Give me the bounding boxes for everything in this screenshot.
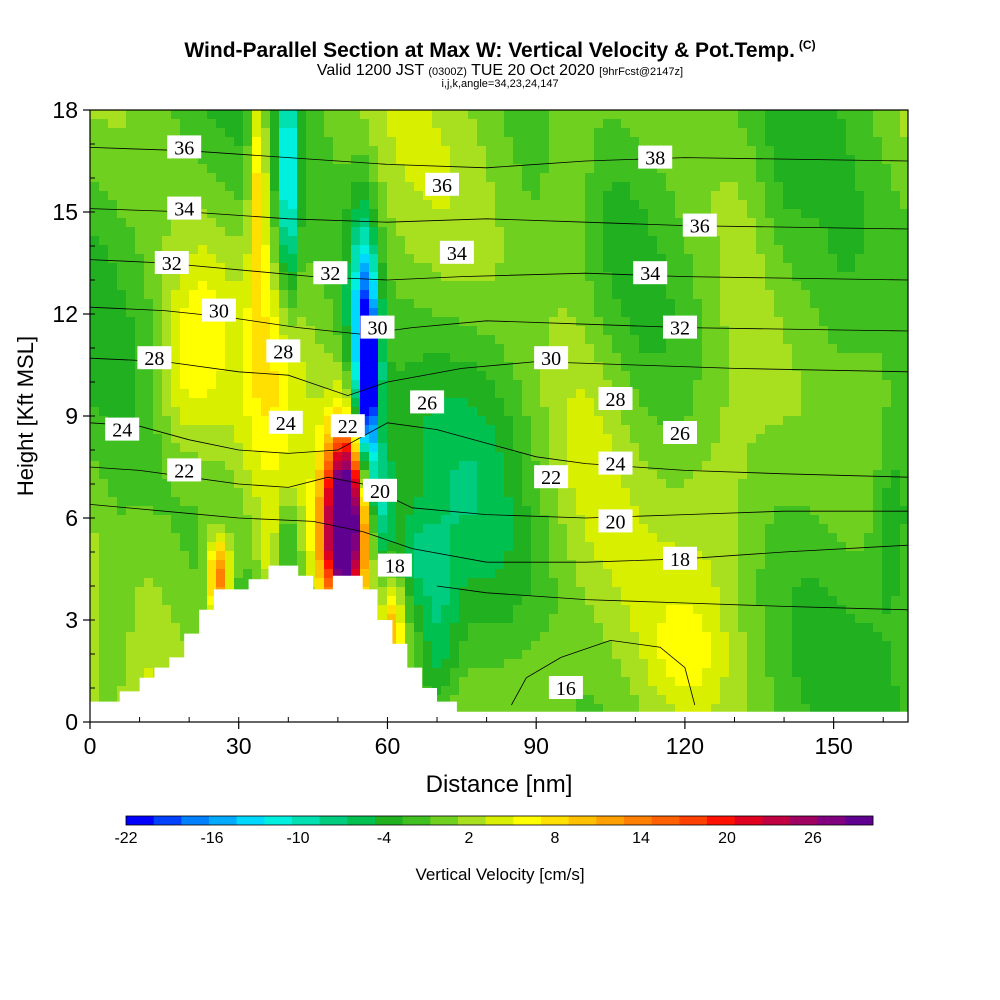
colorbar-swatch [430, 816, 459, 825]
theta-label: 20 [598, 509, 633, 533]
theta-label: 32 [313, 261, 348, 285]
theta-label: 34 [439, 240, 474, 265]
ijk-info: i,j,k,angle=34,23,24,147 [441, 78, 559, 90]
theta-label: 36 [167, 135, 202, 159]
theta-label: 24 [598, 451, 633, 476]
colorbar-swatch [651, 816, 680, 825]
colorbar-swatch [596, 816, 625, 825]
colorbar-swatch [236, 816, 265, 825]
colorbar-swatch [513, 816, 542, 825]
theta-label: 36 [682, 213, 717, 238]
x-tick-label: 120 [666, 733, 704, 759]
colorbar-swatch [347, 816, 376, 825]
theta-label: 28 [137, 346, 172, 370]
y-axis-label: Height [Kft MSL] [13, 336, 38, 496]
colorbar-tick-label: -10 [286, 830, 309, 847]
theta-contour [90, 504, 908, 563]
theta-label: 36 [425, 172, 459, 197]
theta-label: 30 [534, 346, 569, 370]
theta-label: 26 [663, 421, 697, 445]
theta-label: 18 [377, 553, 412, 578]
x-tick-label: 150 [814, 733, 852, 759]
theta-label: 32 [663, 315, 697, 340]
colorbar-swatch [209, 816, 237, 825]
x-tick-label: 0 [84, 733, 97, 759]
colorbar-swatch [817, 816, 846, 825]
colorbar-swatch [126, 816, 154, 825]
theta-label: 26 [410, 390, 445, 414]
colorbar-swatch [762, 816, 791, 825]
colorbar-swatch [707, 816, 735, 825]
theta-label: 22 [167, 458, 202, 482]
theta-contour [511, 639, 696, 706]
theta-contours [90, 147, 908, 706]
colorbar-tick-label: -16 [200, 830, 223, 847]
y-tick-label: 6 [65, 505, 78, 531]
terrain-mask [90, 565, 908, 722]
theta-label: 32 [154, 251, 189, 275]
theta-label: 22 [534, 465, 569, 489]
colorbar-tick-label: 14 [632, 830, 650, 847]
theta-label: 22 [330, 414, 365, 438]
colorbar-swatch [181, 816, 210, 825]
colorbar-swatch [402, 816, 431, 825]
colorbar-tick-label: -4 [377, 830, 391, 847]
colorbar-label: Vertical Velocity [cm/s] [415, 865, 584, 884]
chart-title: Wind-Parallel Section at Max W: Vertical… [184, 38, 816, 62]
theta-label: 34 [633, 261, 668, 285]
colorbar-tick-label: 2 [465, 830, 474, 847]
colorbar-swatch [790, 816, 818, 825]
colorbar-swatch [375, 816, 403, 825]
colorbar-swatch [292, 816, 320, 825]
theta-label: 28 [598, 387, 633, 411]
theta-label: 24 [105, 417, 140, 442]
colorbar-swatch [568, 816, 597, 825]
theta-label: 20 [363, 478, 397, 503]
y-tick-label: 15 [52, 199, 78, 225]
colorbar-swatch [319, 816, 348, 825]
x-tick-label: 90 [523, 733, 549, 759]
y-tick-label: 18 [52, 97, 78, 123]
theta-contour [436, 585, 908, 611]
y-tick-label: 3 [65, 607, 78, 633]
vertical-velocity-field [90, 110, 908, 722]
colorbar-swatch [153, 816, 182, 825]
theta-labels: 36 34 32 30 28 24 22 32 30 28 24 22 26 20 18 36 34 38 36 34… [105, 135, 717, 700]
theta-label: 30 [360, 315, 395, 340]
theta-contour [90, 422, 908, 478]
theta-label: 34 [167, 196, 202, 221]
colorbar-swatch [624, 816, 652, 825]
theta-contour [90, 208, 908, 230]
colorbar-tick-label: 20 [718, 830, 736, 847]
colorbar-swatch [541, 816, 569, 825]
colorbar-tick-label: -22 [114, 830, 137, 847]
colorbar-swatch [485, 816, 514, 825]
theta-label: 30 [201, 298, 236, 323]
theta-label: 24 [268, 410, 303, 435]
colorbar-swatch [845, 816, 874, 825]
theta-label: 28 [266, 339, 301, 363]
x-tick-label: 60 [375, 733, 401, 759]
colorbar-swatch [734, 816, 763, 825]
x-tick-label: 30 [226, 733, 252, 759]
title-tag: (C) [798, 38, 816, 52]
theta-label: 16 [548, 676, 583, 700]
chart-subtitle: Valid 1200 JST (0300Z) TUE 20 Oct 2020 [… [316, 62, 684, 79]
y-tick-label: 9 [65, 403, 78, 429]
y-tick-label: 12 [52, 301, 78, 327]
colorbar: -22 -16 -10 -4 2 8 14 20 26 [114, 815, 874, 847]
theta-label: 38 [638, 145, 673, 170]
theta-contour [90, 357, 908, 397]
colorbar-tick-label: 8 [551, 830, 560, 847]
colorbar-tick-label: 26 [804, 830, 822, 847]
terrain [90, 565, 908, 722]
colorbar-swatch [679, 816, 708, 825]
theta-label: 18 [663, 546, 697, 571]
colorbar-swatch [458, 816, 486, 825]
colorbar-swatch [264, 816, 293, 825]
y-tick-label: 0 [65, 709, 78, 735]
x-axis-label: Distance [nm] [426, 771, 573, 798]
